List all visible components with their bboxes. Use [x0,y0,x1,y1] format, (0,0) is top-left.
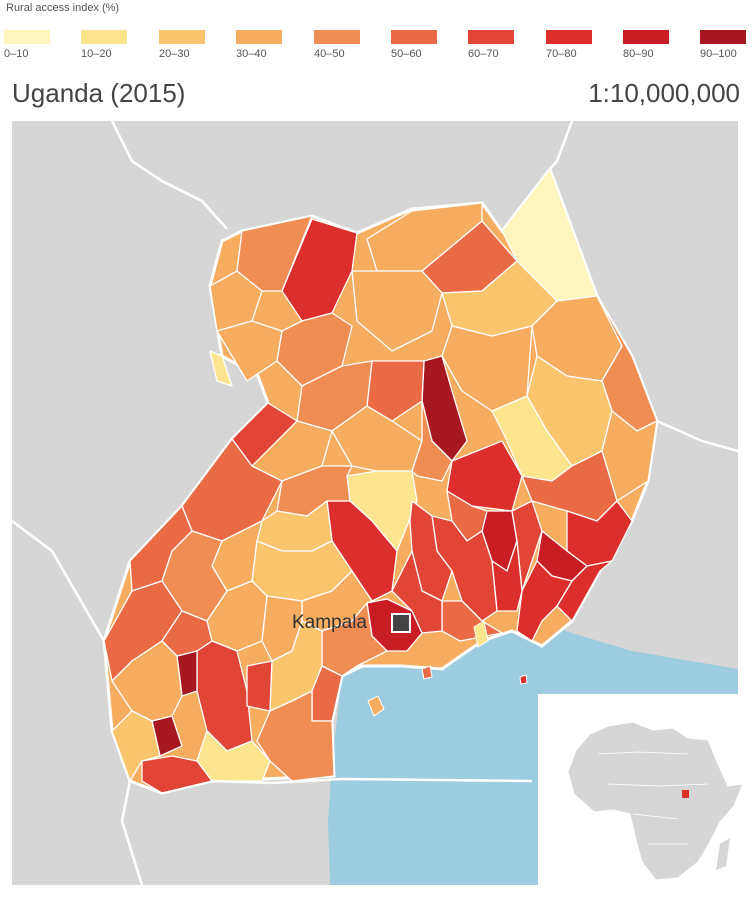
legend-swatch [314,30,360,44]
legend-swatch [4,30,50,44]
legend-label: 60–70 [468,48,499,60]
legend-swatch [623,30,669,44]
district-region [236,215,313,292]
africa-continent [567,721,744,881]
border-line [110,121,228,230]
legend-title: Rural access index (%) [6,2,120,14]
island [421,665,433,680]
district-region [256,690,335,782]
legend-label: 20–30 [159,48,190,60]
map-scale: 1:10,000,000 [588,78,740,108]
border-line [12,520,106,642]
map[interactable] [12,121,738,885]
legend-item: 80–90 [623,30,669,60]
district-region [441,325,533,412]
legend-item: 70–80 [546,30,592,60]
legend-label: 90–100 [700,48,737,60]
legend-label: 0–10 [4,48,29,60]
legend-swatch [159,30,205,44]
legend-swatch [546,30,592,44]
border-line [211,777,533,785]
border-line [120,780,144,885]
legend-label: 50–60 [391,48,422,60]
legend-label: 30–40 [236,48,267,60]
legend-item: 0–10 [4,30,50,60]
legend-swatch [236,30,282,44]
district-region [391,550,443,634]
legend-item: 40–50 [314,30,360,60]
legend-label: 80–90 [623,48,654,60]
border-line [656,419,738,453]
legend-item: 50–60 [391,30,437,60]
island [519,674,528,685]
legend: 0–10 10–20 20–30 30–40 40–50 50–60 60–70… [4,30,750,70]
legend-item: 90–100 [700,30,746,60]
city-label-kampala: Kampala [292,612,367,633]
legend-swatch [391,30,437,44]
africa-locator-inset [538,694,754,907]
district-region [411,400,453,482]
legend-item: 20–30 [159,30,205,60]
kampala-marker[interactable] [391,613,411,633]
legend-item: 10–20 [81,30,127,60]
district-region [209,270,263,332]
map-canvas [12,121,738,885]
border-line [549,121,574,170]
africa-locator-map [567,721,744,881]
district-region [276,312,353,387]
legend-item: 60–70 [468,30,514,60]
island [367,695,385,717]
district-region [511,500,543,592]
madagascar [716,838,730,870]
district-region [209,350,233,387]
island [473,620,489,648]
uganda-highlight [682,790,689,798]
district-region [246,660,273,712]
legend-label: 10–20 [81,48,112,60]
legend-swatch [81,30,127,44]
map-title: Uganda (2015) [12,78,186,108]
district-region [351,270,443,352]
legend-label: 40–50 [314,48,345,60]
legend-item: 30–40 [236,30,282,60]
district-region [516,560,573,642]
africa-borders [597,751,709,845]
legend-label: 70–80 [546,48,577,60]
legend-swatch [468,30,514,44]
legend-swatch [700,30,746,44]
